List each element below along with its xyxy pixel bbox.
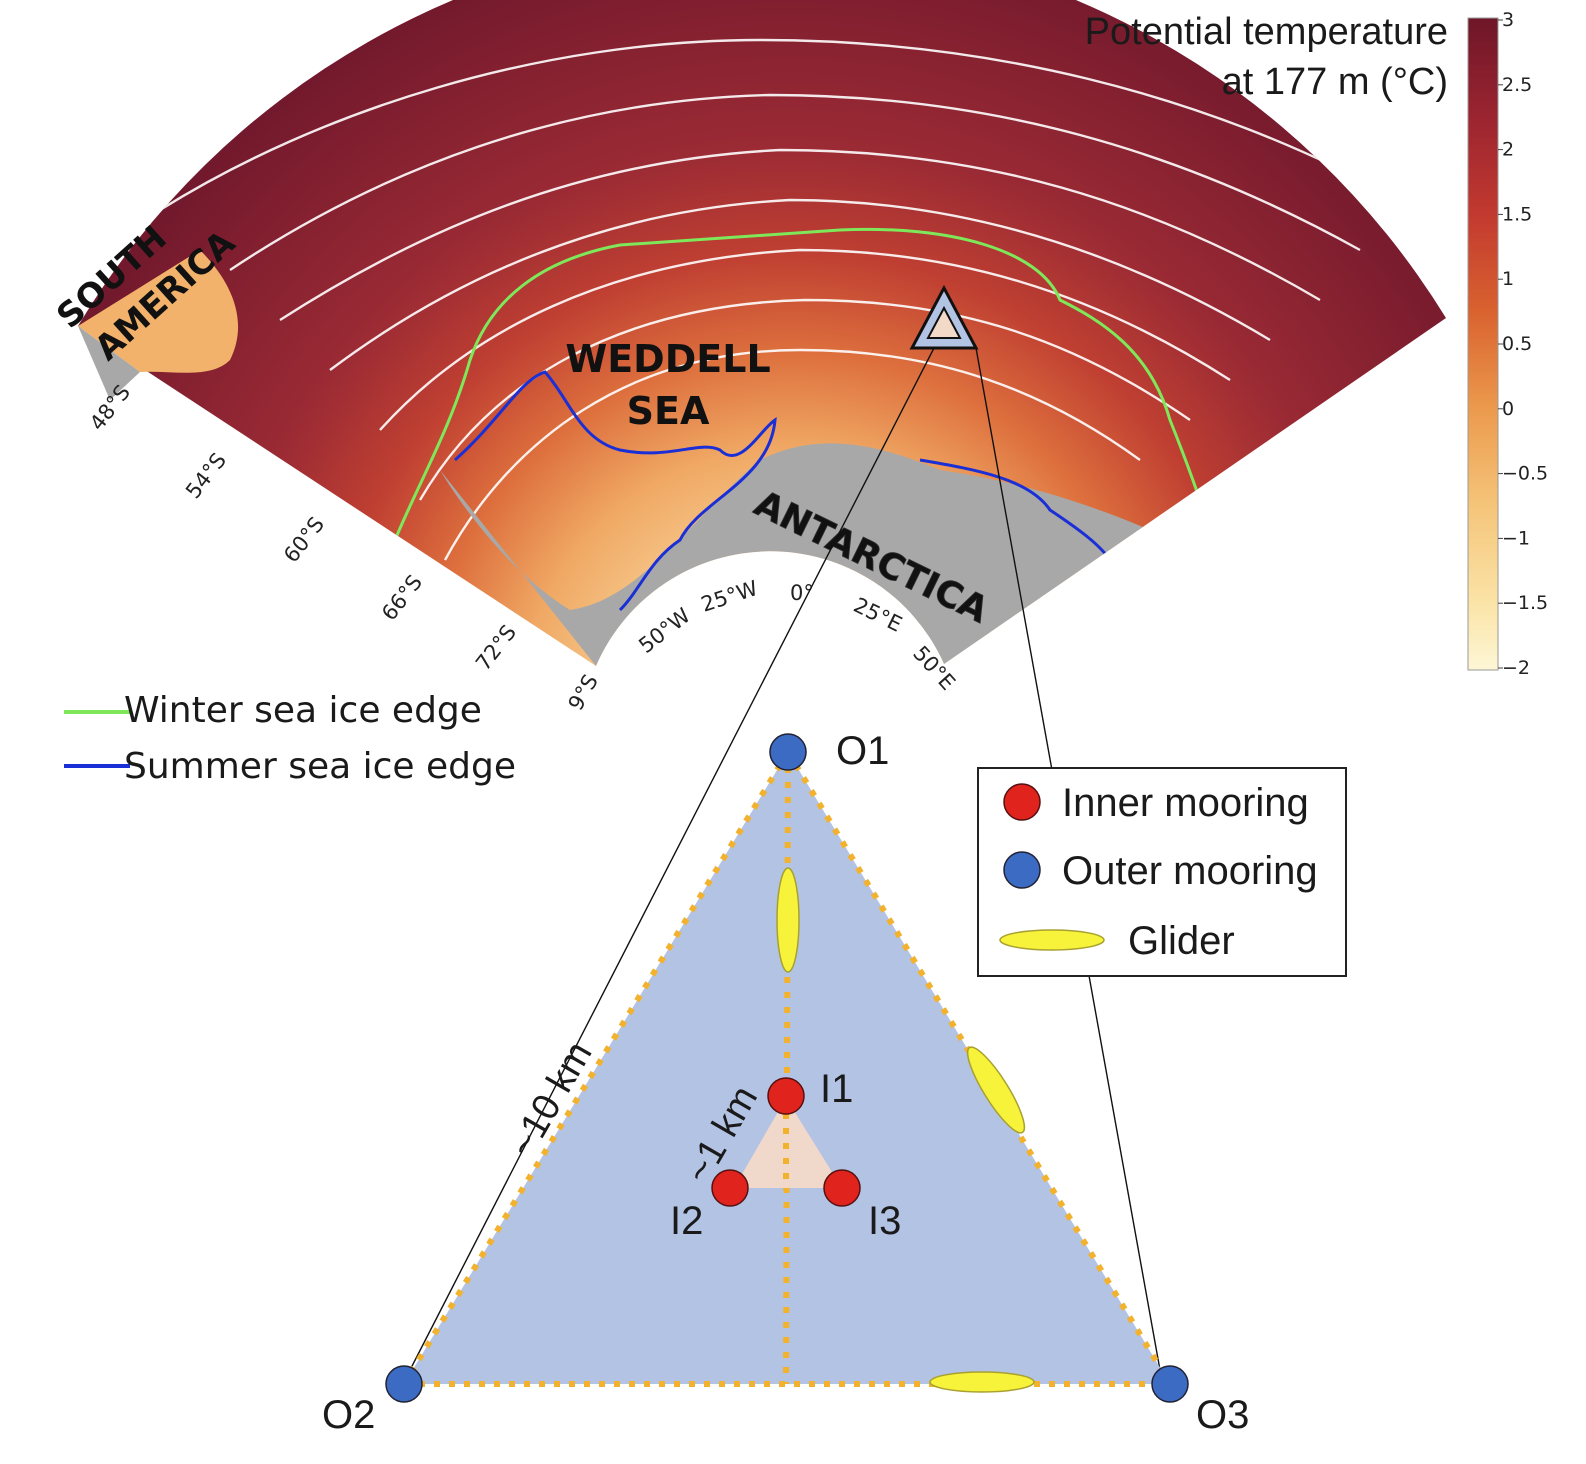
label-i3: I3 <box>868 1199 901 1243</box>
colorbar-tick-label: 0 <box>1502 398 1514 420</box>
lat-tick: 48°S <box>85 380 135 435</box>
mooring-legend: Inner mooring Outer mooring Glider <box>977 767 1347 977</box>
antarctica-landmass <box>440 443 1260 666</box>
lat-tick: 60°S <box>279 512 329 567</box>
glider-marker <box>776 867 800 973</box>
colorbar-tick-label: 1.5 <box>1502 203 1532 225</box>
winter-legend-label: Winter sea ice edge <box>124 690 482 731</box>
label-o1: O1 <box>836 729 889 773</box>
glider-legend-label: Glider <box>1128 919 1235 963</box>
inner-mooring-legend-swatch <box>1003 783 1041 821</box>
colorbar-tick-label: 3 <box>1502 9 1514 31</box>
label-weddell: WEDDELL <box>565 337 770 381</box>
glider-marker <box>929 1371 1035 1393</box>
array-location-marker <box>909 284 979 350</box>
colorbar-tick-label: 2.5 <box>1502 74 1532 96</box>
inner-mooring-i3 <box>823 1169 861 1207</box>
outer-mooring-legend-label: Outer mooring <box>1062 849 1318 893</box>
map-panel: SOUTH AMERICA WEDDELL SEA ANTARCTICA 48°… <box>49 0 1446 1371</box>
colorbar-ticks: 3 2.5 2 1.5 1 0.5 0 −0.5 −1 −1.5 −2 <box>1498 9 1548 679</box>
lat-tick: 72°S <box>471 620 521 675</box>
lon-tick: 50°W <box>634 603 695 658</box>
colorbar-title-line1: Potential temperature <box>1085 11 1448 53</box>
summer-legend-label: Summer sea ice edge <box>124 746 516 787</box>
label-sea: SEA <box>627 389 710 433</box>
ice-edge-legend: Winter sea ice edge Summer sea ice edge <box>64 690 516 787</box>
label-o2: O2 <box>322 1393 375 1437</box>
outer-mooring-o3 <box>1151 1365 1189 1403</box>
dotted-tracks <box>401 750 1173 1387</box>
colorbar-tick-label: 2 <box>1502 139 1514 161</box>
colorbar-tick-label: −2 <box>1502 657 1530 679</box>
inner-mooring-legend-label: Inner mooring <box>1062 781 1309 825</box>
inner-mooring-i2 <box>711 1169 749 1207</box>
colorbar-tick-label: 1 <box>1502 268 1514 290</box>
outer-mooring-o1 <box>769 733 807 771</box>
colorbar-title-line2: at 177 m (°C) <box>1222 61 1448 103</box>
lat-tick: 66°S <box>377 570 427 625</box>
zoom-line-left <box>409 347 935 1371</box>
colorbar-tick-label: −1.5 <box>1502 592 1548 614</box>
south-america-landmass <box>78 250 239 373</box>
colorbar: Potential temperature at 177 m (°C) 3 2.5… <box>1085 9 1548 679</box>
lon-tick: 25°W <box>698 576 761 617</box>
temperature-contours <box>159 38 1401 561</box>
summer-ice-edge-line <box>454 370 1112 612</box>
south-america-grey <box>78 326 140 400</box>
colorbar-tick-label: −1 <box>1502 527 1530 549</box>
lon-tick: 0° <box>790 581 814 605</box>
outer-mooring-legend-swatch <box>1003 851 1041 889</box>
glider-legend-swatch <box>999 929 1105 951</box>
inner-mooring-i1 <box>767 1077 805 1115</box>
colorbar-tick-label: −0.5 <box>1502 463 1548 485</box>
label-o3: O3 <box>1196 1393 1249 1437</box>
lon-tick: 9°S <box>564 670 603 714</box>
label-i2: I2 <box>670 1199 703 1243</box>
outer-mooring-o2 <box>385 1365 423 1403</box>
lat-tick: 54°S <box>181 448 231 503</box>
label-i1: I1 <box>820 1067 853 1111</box>
winter-ice-edge-line <box>393 227 1212 541</box>
colorbar-tick-label: 0.5 <box>1502 333 1532 355</box>
glider-marker <box>966 1046 1026 1134</box>
colorbar-ramp <box>1467 17 1499 671</box>
